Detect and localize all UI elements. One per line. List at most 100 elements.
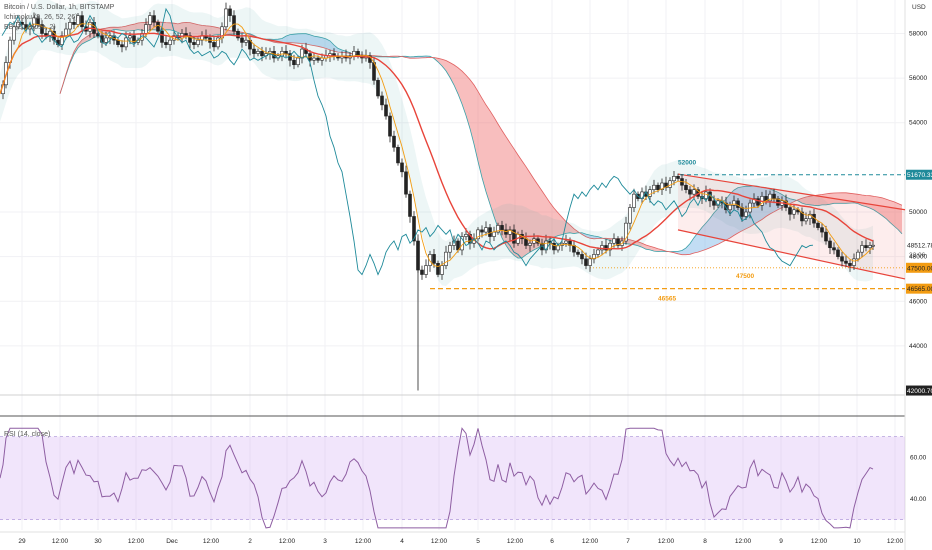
candle-body xyxy=(440,265,444,275)
cloud-segment xyxy=(510,142,514,256)
candle-body xyxy=(868,245,872,249)
time-tick-label: 12:00 xyxy=(431,538,448,545)
candle-body xyxy=(312,57,316,61)
tag-48512-bg xyxy=(906,240,932,251)
candle-body xyxy=(588,258,592,266)
candle-body xyxy=(40,24,44,34)
candle-body xyxy=(500,225,504,231)
candle-body xyxy=(420,269,424,275)
candle-body xyxy=(792,209,796,215)
time-tick-label: 12:00 xyxy=(355,538,372,545)
candle-body xyxy=(216,37,220,48)
price-tick-label: 44000 xyxy=(909,343,927,350)
time-tick-label: 2 xyxy=(248,538,252,545)
ichimoku-legend[interactable]: Ichimoku (9, 26, 52, 26) xyxy=(4,14,78,21)
candle-body xyxy=(388,115,392,137)
candle-body xyxy=(476,229,480,240)
candle-body xyxy=(848,263,852,266)
candle-body xyxy=(732,200,736,206)
rsi-legend[interactable]: RSI (14, close) xyxy=(4,431,51,438)
cloud-segment xyxy=(462,71,466,116)
time-tick-label: 10 xyxy=(853,538,861,545)
candle-body xyxy=(836,249,840,257)
candle-body xyxy=(820,227,824,233)
candle-body xyxy=(824,231,828,242)
cloud-segment xyxy=(714,208,718,247)
candle-body xyxy=(524,238,528,246)
cloud-segment xyxy=(458,67,462,104)
cloud-segment xyxy=(522,160,526,258)
candle-body xyxy=(584,258,588,266)
cloud-segment xyxy=(874,196,878,213)
tag-42000-bg xyxy=(906,385,932,396)
candle-body xyxy=(772,193,776,199)
candle-body xyxy=(724,202,728,211)
cloud-segment xyxy=(490,110,494,217)
time-tick-label: 12:00 xyxy=(279,538,296,545)
rsi-pane: 60.00 40.00 xyxy=(0,427,927,529)
cloud-segment xyxy=(330,40,334,52)
tag-46565: 46565.00 xyxy=(907,286,932,293)
cloud-segment xyxy=(294,33,298,44)
candle-body xyxy=(580,254,584,260)
candle-body xyxy=(844,260,848,264)
candle-body xyxy=(124,37,128,48)
candle-body xyxy=(8,39,12,63)
cloud-segment xyxy=(194,23,198,40)
time-axis[interactable]: 29 12:00 30 12:00 Dec 12:00 2 12:00 3 12:00 4 12:00… xyxy=(0,531,905,545)
cloud-segment xyxy=(78,40,82,48)
cloud-segment xyxy=(866,195,870,209)
price-axis[interactable]: 58000 56000 54000 50000 48000 46000 44000 51670… xyxy=(906,30,932,396)
time-tick-label: 12:00 xyxy=(811,538,828,545)
candle-body xyxy=(160,30,164,43)
cloud-segment xyxy=(130,24,134,31)
time-tick-label: 12:00 xyxy=(735,538,752,545)
channel-upper xyxy=(677,173,906,211)
cloud-segment xyxy=(298,33,302,44)
candle-body xyxy=(400,162,404,173)
cloud-segment xyxy=(174,23,178,33)
cloud-segment xyxy=(318,36,322,48)
cloud-segment xyxy=(126,24,130,32)
candle-body xyxy=(832,247,836,251)
cloud-segment xyxy=(898,203,902,234)
candle-body xyxy=(484,227,488,233)
bb-legend[interactable]: BB (20, close, 2) xyxy=(4,24,56,31)
candle-body xyxy=(504,229,508,235)
cloud-segment xyxy=(286,34,290,43)
cloud-segment xyxy=(882,197,886,219)
candle-body xyxy=(492,231,496,237)
candle-body xyxy=(72,22,76,25)
cloud-segment xyxy=(442,59,446,71)
cloud-segment xyxy=(702,222,706,251)
candle-body xyxy=(736,200,740,208)
cloud-segment xyxy=(790,198,794,204)
symbol-legend[interactable]: Bitcoin / U.S. Dollar, 1h, BITSTAMP xyxy=(4,4,115,11)
annotations: 52000 47500 46565 xyxy=(658,159,754,302)
cloud-segment xyxy=(466,75,470,129)
bollinger-bands xyxy=(0,0,873,287)
cloud-segment xyxy=(526,166,530,255)
candle-body xyxy=(656,184,660,190)
cloud-segment xyxy=(754,185,758,225)
time-tick-label: 4 xyxy=(400,538,404,545)
candle-body xyxy=(496,225,500,233)
cloud-segment xyxy=(802,197,806,205)
candle-body xyxy=(316,57,320,61)
time-tick-label: 12:00 xyxy=(203,538,220,545)
candle-body xyxy=(76,15,80,25)
candle-body xyxy=(232,15,236,32)
time-tick-label: 12:00 xyxy=(887,538,904,545)
candle-body xyxy=(871,244,875,247)
candle-body xyxy=(672,175,676,182)
cloud-segment xyxy=(106,27,110,36)
candle-body xyxy=(676,175,680,179)
channel-fill xyxy=(678,174,905,279)
candle-body xyxy=(228,8,232,16)
cloud-segment xyxy=(890,200,894,226)
cloud-segment xyxy=(686,243,690,255)
candle-body xyxy=(756,198,760,206)
cloud-segment xyxy=(570,225,574,234)
cloud-segment xyxy=(814,195,818,206)
